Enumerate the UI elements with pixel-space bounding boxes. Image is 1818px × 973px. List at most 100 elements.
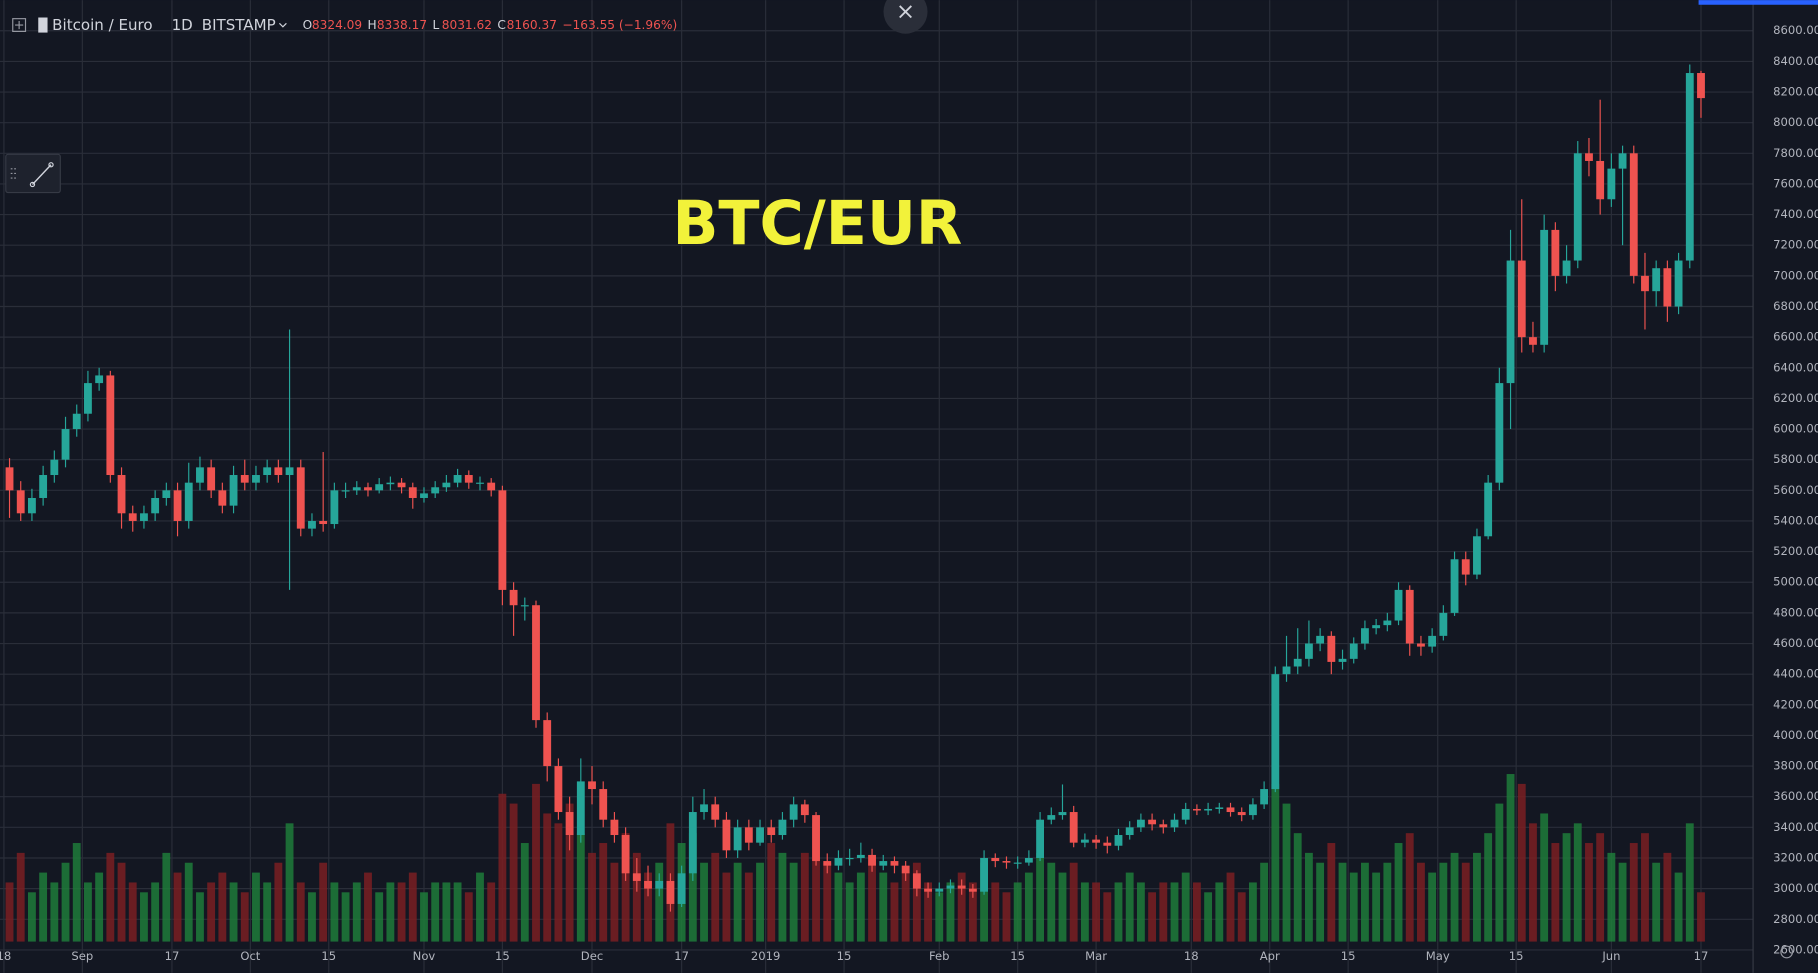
trendline-tool[interactable] bbox=[31, 164, 52, 185]
candle-body bbox=[968, 888, 977, 892]
candle-body bbox=[1607, 168, 1616, 200]
candle-body bbox=[778, 819, 787, 836]
dropdown-caret[interactable] bbox=[279, 22, 287, 28]
volume-bar bbox=[117, 862, 126, 942]
candle-body bbox=[1271, 674, 1280, 790]
candle-body bbox=[1136, 819, 1145, 828]
candle-body bbox=[229, 475, 238, 506]
candle-body bbox=[1226, 807, 1235, 813]
candle-body bbox=[1394, 589, 1403, 621]
volume-bar bbox=[520, 843, 529, 942]
candle-body bbox=[117, 475, 126, 514]
candle-body bbox=[319, 520, 328, 525]
volume-bar bbox=[1327, 843, 1336, 942]
candle-body bbox=[50, 459, 59, 476]
candle-body bbox=[1461, 559, 1470, 575]
y-tick-label: 6800.00 bbox=[1773, 299, 1818, 313]
candle-body bbox=[1562, 260, 1571, 276]
volume-bar bbox=[1674, 872, 1683, 942]
volume-bar bbox=[778, 852, 787, 942]
candle-body bbox=[520, 605, 529, 607]
y-tick-label: 8000.00 bbox=[1773, 115, 1818, 129]
settings-icon[interactable] bbox=[1780, 945, 1794, 959]
y-tick-label: 6000.00 bbox=[1773, 422, 1818, 436]
interval[interactable]: 1D bbox=[172, 16, 193, 34]
candle-body bbox=[621, 835, 630, 874]
candle-body bbox=[1248, 804, 1257, 816]
candle-body bbox=[711, 804, 720, 820]
y-tick-label: 3400.00 bbox=[1773, 820, 1818, 834]
volume-bar bbox=[95, 872, 104, 942]
symbol-name[interactable]: Bitcoin / Euro bbox=[52, 16, 152, 34]
candle-body bbox=[946, 885, 955, 889]
volume-bar bbox=[1002, 892, 1011, 942]
close-button-bg[interactable] bbox=[883, 0, 928, 34]
y-tick-label: 4800.00 bbox=[1773, 605, 1818, 619]
volume-bar bbox=[1473, 852, 1481, 942]
candle-body bbox=[386, 482, 395, 485]
close-button[interactable] bbox=[883, 0, 928, 34]
volume-bar bbox=[644, 872, 652, 942]
volume bbox=[5, 774, 1705, 942]
candle-body bbox=[1506, 260, 1515, 384]
drag-handle[interactable] bbox=[10, 168, 16, 179]
volume-bar bbox=[868, 862, 876, 942]
candle-body bbox=[408, 487, 417, 498]
candle-body bbox=[1641, 275, 1649, 292]
candle-body bbox=[453, 475, 462, 483]
candle-body bbox=[1080, 839, 1089, 843]
volume-bar bbox=[386, 882, 395, 942]
candle-body bbox=[565, 812, 574, 836]
volume-bar bbox=[1338, 862, 1347, 942]
candle-body bbox=[1428, 635, 1437, 647]
candle-body bbox=[834, 857, 843, 866]
volume-bar bbox=[1293, 833, 1302, 942]
x-tick-label: 18 bbox=[0, 949, 11, 963]
candle-body bbox=[800, 804, 809, 816]
volume-bar bbox=[834, 872, 843, 942]
candle-body bbox=[1058, 812, 1067, 816]
candle-body bbox=[1103, 842, 1112, 846]
settings-button[interactable] bbox=[1780, 945, 1794, 959]
volume-bar bbox=[330, 882, 339, 942]
volume-bar bbox=[1383, 862, 1392, 942]
ohlc-value: 8160.37 bbox=[507, 18, 557, 32]
volume-bar bbox=[274, 862, 283, 942]
volume-bar bbox=[509, 803, 518, 942]
y-tick-label: 5400.00 bbox=[1773, 513, 1818, 527]
volume-bar bbox=[1551, 843, 1560, 942]
volume-bar bbox=[1136, 882, 1145, 942]
volume-bar bbox=[1685, 823, 1694, 942]
volume-bar bbox=[554, 823, 563, 942]
y-tick-label: 2800.00 bbox=[1773, 912, 1818, 926]
volume-bar bbox=[487, 882, 496, 942]
candle-body bbox=[856, 854, 865, 858]
x-tick-label: 15 bbox=[1010, 949, 1025, 963]
candle-body bbox=[1069, 812, 1078, 843]
candle-body bbox=[218, 490, 227, 506]
x-tick-label: Sep bbox=[71, 949, 93, 963]
volume-bar bbox=[756, 862, 764, 942]
close-icon[interactable] bbox=[899, 5, 912, 19]
x-tick-label: Nov bbox=[413, 949, 436, 963]
candle-body bbox=[1316, 635, 1325, 644]
y-tick-label: 8200.00 bbox=[1773, 85, 1818, 99]
candle-body bbox=[924, 888, 932, 892]
volume-bar bbox=[599, 843, 608, 942]
volume-bar bbox=[1226, 872, 1235, 942]
volume-bar bbox=[588, 852, 596, 942]
candle-body bbox=[207, 467, 216, 491]
volume-bar bbox=[263, 882, 272, 942]
candle-body bbox=[688, 812, 697, 874]
expand-icon[interactable] bbox=[12, 18, 27, 32]
candle-body bbox=[1417, 643, 1425, 647]
x-tick-label: 15 bbox=[1509, 949, 1524, 963]
candle-body bbox=[812, 815, 820, 862]
volume-bar bbox=[1215, 882, 1224, 942]
candle-body bbox=[61, 429, 70, 460]
volume-bar bbox=[946, 882, 955, 942]
volume-bar bbox=[1036, 852, 1045, 942]
exchange[interactable]: BITSTAMP bbox=[202, 16, 276, 34]
candle-body bbox=[431, 487, 440, 494]
volume-bar bbox=[1428, 872, 1437, 942]
